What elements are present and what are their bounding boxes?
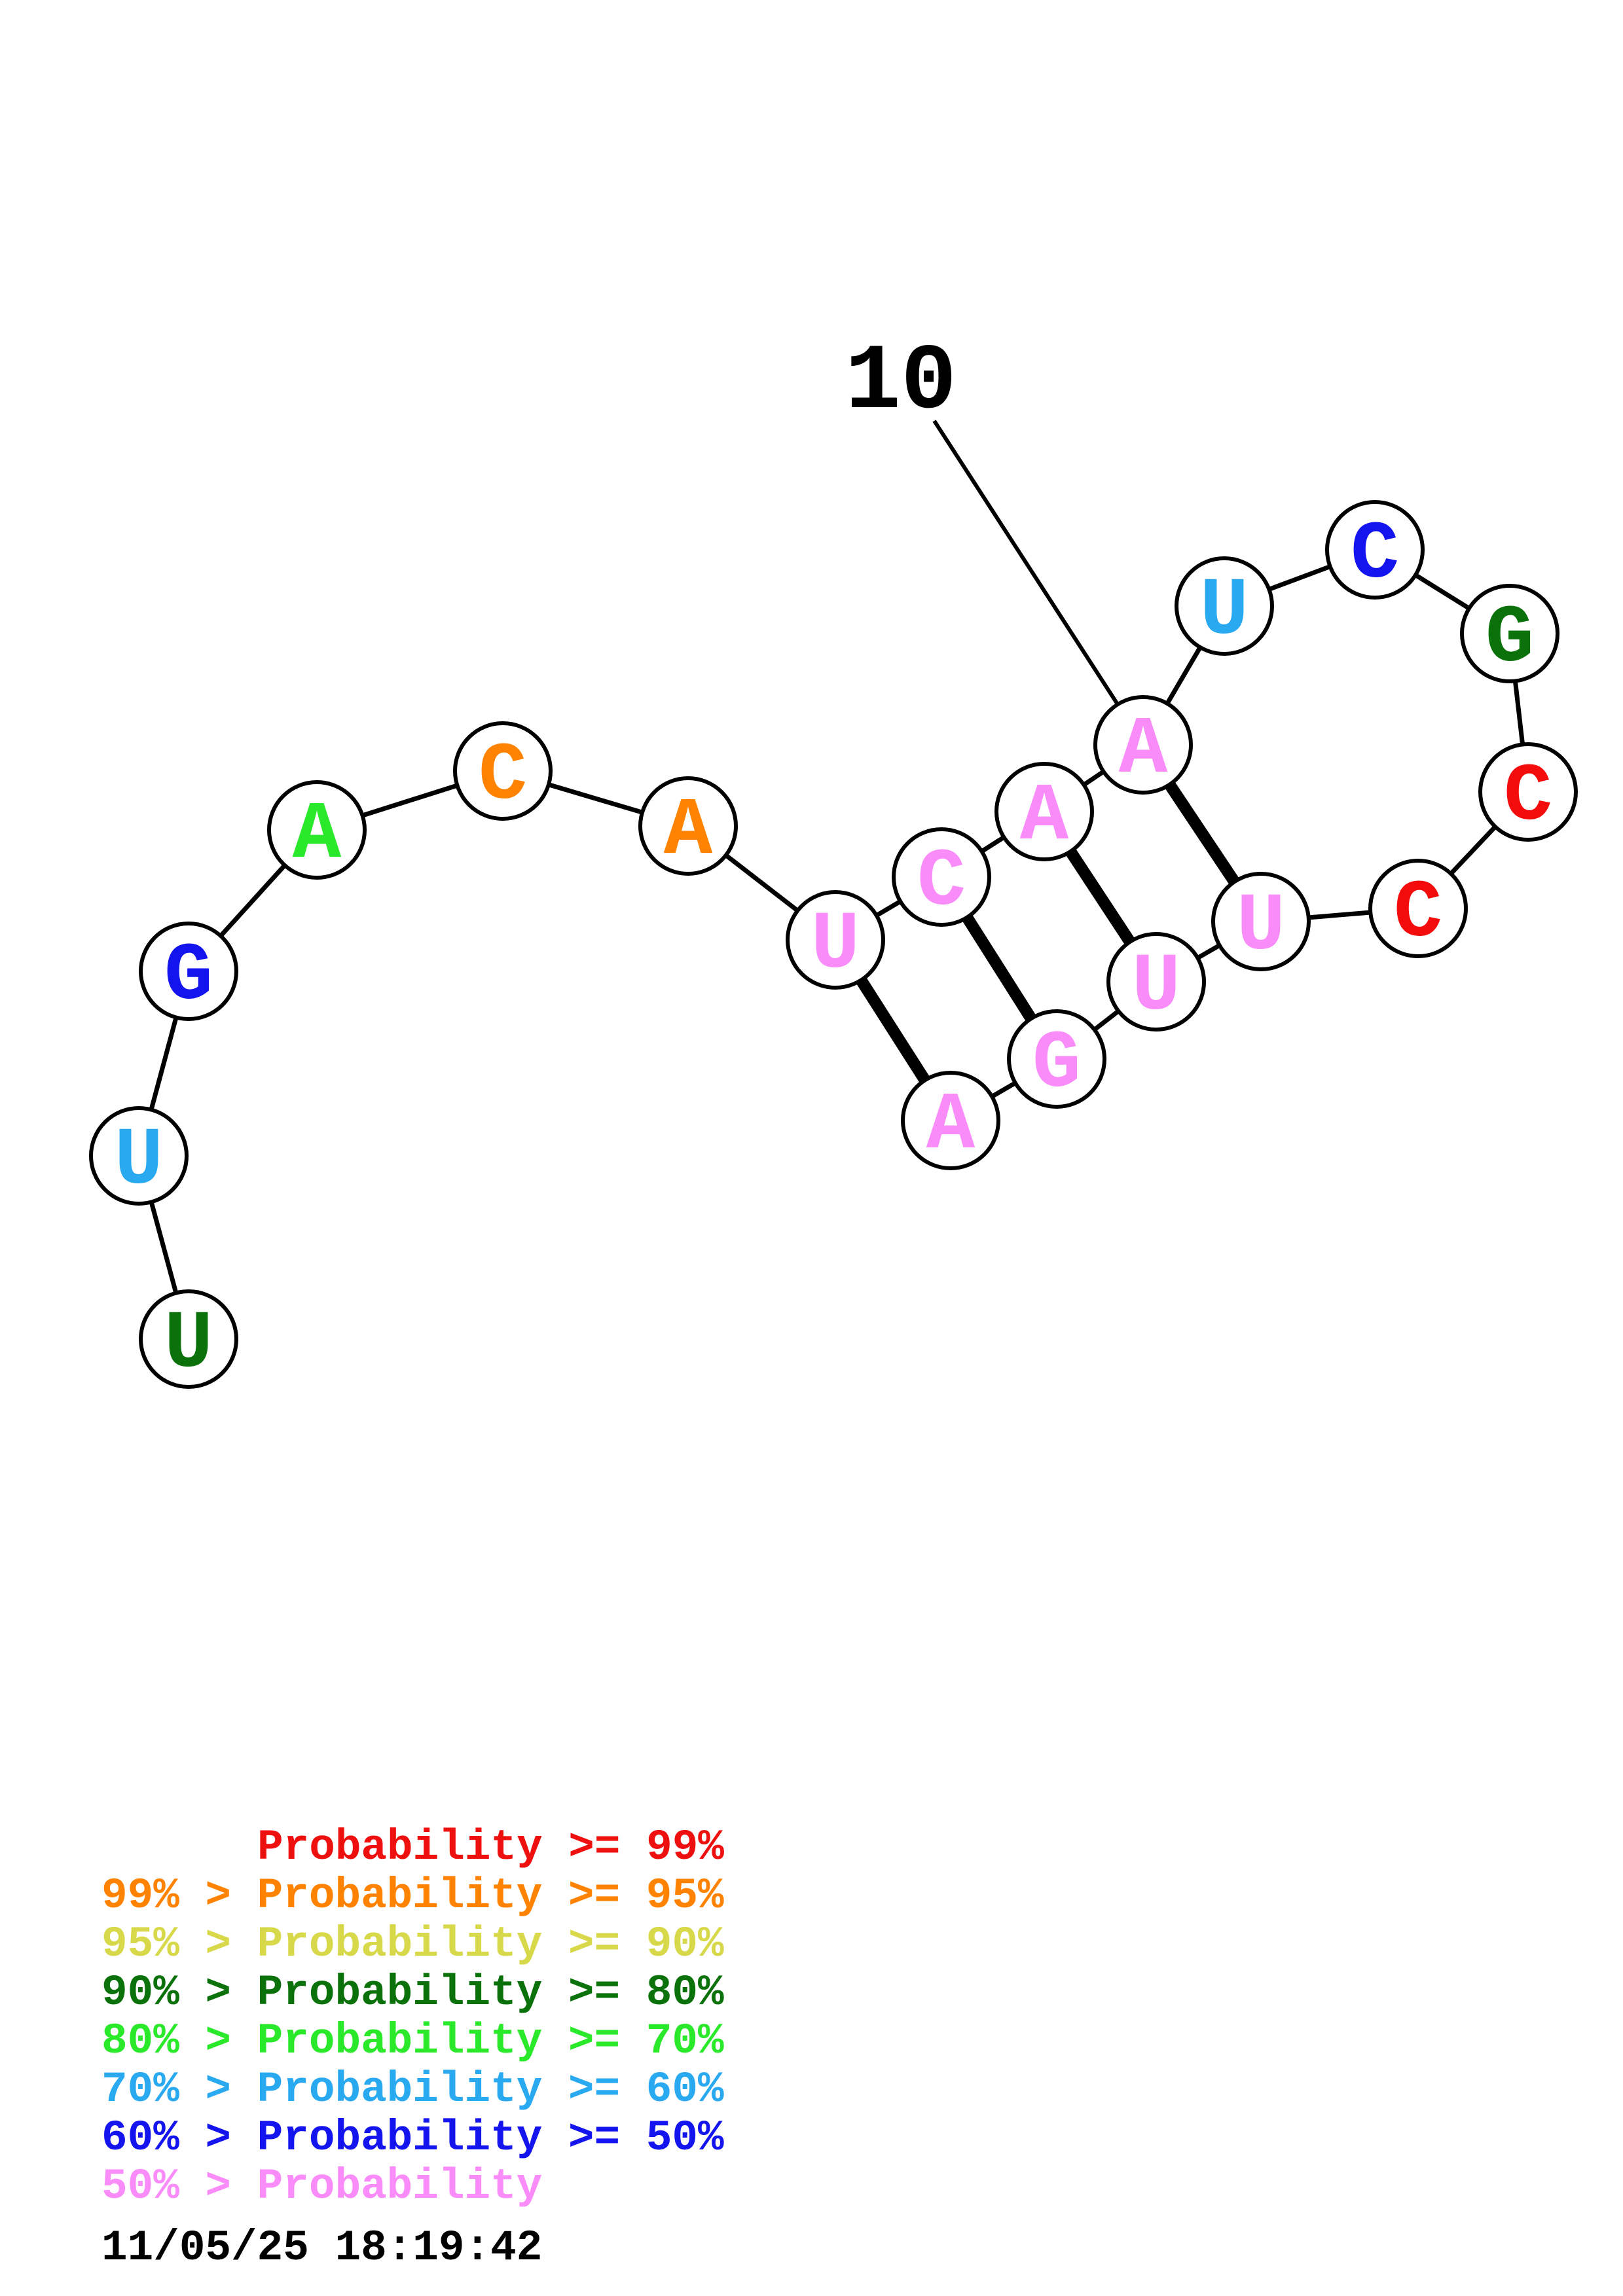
nucleotide-circle (1325, 500, 1425, 600)
nucleotide-circle (1211, 872, 1311, 971)
nucleotide-letter: U (1132, 942, 1180, 1033)
nucleotide-letter: A (926, 1081, 976, 1172)
nucleotide-3: G (139, 922, 238, 1023)
nucleotide-16: U (1211, 872, 1311, 973)
legend-row-99: Probability >= 99% (257, 1823, 724, 1872)
nucleotide-letter: A (1119, 705, 1168, 797)
nucleotide-17: U (1106, 932, 1206, 1033)
nucleotide-letter: A (1020, 772, 1069, 863)
nucleotide-13: G (1460, 584, 1559, 685)
nucleotide-circle (1093, 695, 1193, 795)
nucleotide-12: C (1325, 500, 1425, 601)
nucleotide-4: A (267, 780, 367, 882)
nucleotide-letter: C (479, 731, 527, 823)
nucleotide-circle (994, 762, 1094, 861)
nucleotide-circle (1007, 1009, 1106, 1109)
probability-legend: Probability >= 99% 99% > Probability >= … (101, 1823, 724, 2211)
nucleotide-9: A (994, 762, 1094, 863)
nucleotide-letter: U (164, 1299, 213, 1391)
nucleotide-11: U (1175, 556, 1274, 658)
nucleotide-letter: U (811, 900, 860, 992)
nucleotide-letter: G (1486, 594, 1534, 685)
nucleotide-18: G (1007, 1009, 1106, 1111)
nucleotide-circle (901, 1071, 1000, 1170)
nucleotide-letter: G (164, 931, 213, 1023)
position-label-leader-line (932, 420, 1120, 706)
nucleotide-19: A (901, 1071, 1000, 1172)
position-label: 10 (845, 330, 957, 435)
nucleotide-letter: C (917, 837, 966, 929)
nucleotide-circle (139, 1289, 238, 1389)
nucleotide-8: C (892, 827, 991, 929)
legend-row-60: 70% > Probability >= 60% (101, 2065, 724, 2114)
nucleotide-letter: A (293, 790, 342, 882)
nucleotide-letter: C (1351, 510, 1399, 601)
nucleotide-circle (1106, 932, 1206, 1031)
nucleotide-7: U (786, 890, 885, 992)
nucleotide-circle (1478, 742, 1578, 842)
nucleotide-letter: G (1032, 1019, 1081, 1111)
nucleotide-letter: U (1200, 566, 1249, 658)
nucleotide-5: C (453, 721, 553, 823)
nucleotide-14: C (1478, 742, 1578, 844)
nucleotides: U U G A C A U C (89, 500, 1578, 1391)
nucleotide-2: U (89, 1106, 189, 1208)
legend-row-below-50: 50% > Probability (101, 2162, 542, 2211)
nucleotide-circle (139, 922, 238, 1021)
nucleotide-10: A (1093, 695, 1193, 797)
nucleotide-6: A (638, 776, 738, 878)
legend-row-90: 95% > Probability >= 90% (101, 1920, 724, 1969)
nucleotide-letter: U (115, 1116, 163, 1208)
nucleotide-circle (638, 776, 738, 876)
nucleotide-1: U (139, 1289, 238, 1391)
nucleotide-circle (892, 827, 991, 927)
nucleotide-circle (1175, 556, 1274, 656)
nucleotide-circle (89, 1106, 189, 1206)
timestamp: 11/05/25 18:19:42 (101, 2223, 542, 2272)
nucleotide-circle (1368, 859, 1468, 958)
nucleotide-letter: C (1504, 752, 1552, 844)
nucleotide-circle (1460, 584, 1559, 683)
legend-row-50: 60% > Probability >= 50% (101, 2113, 724, 2162)
nucleotide-letter: U (1237, 882, 1285, 973)
nucleotide-letter: A (664, 786, 713, 878)
legend-row-80: 90% > Probability >= 80% (101, 1968, 724, 2017)
nucleotide-circle (267, 780, 367, 880)
legend-row-70: 80% > Probability >= 70% (101, 2017, 724, 2066)
nucleotide-15: C (1368, 859, 1468, 960)
nucleotide-circle (786, 890, 885, 990)
nucleotide-letter: C (1394, 869, 1442, 960)
nucleotide-circle (453, 721, 553, 821)
legend-row-95: 99% > Probability >= 95% (101, 1871, 724, 1920)
